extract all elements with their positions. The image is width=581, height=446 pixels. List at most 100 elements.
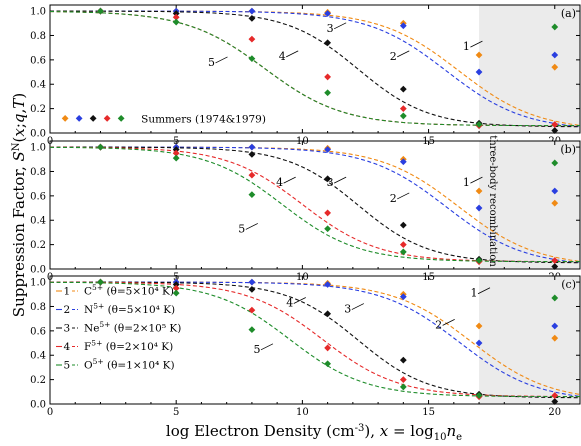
curve-label-4: 4 [286,296,293,309]
legend-entry-2: 2 N5+ (θ=5×10⁴ K) [56,302,175,317]
legend-entry-4: 4 F5+ (θ=2×10⁴ K) [56,339,173,353]
data-point-F5+ [399,105,407,113]
y-tick-label: 0.2 [30,104,46,115]
data-point-F5+ [172,13,180,21]
series-line-5 [50,281,580,398]
curve-label-2: 2 [390,50,397,63]
curve-label-leader [470,176,483,184]
data-point-F5+ [324,73,332,81]
data-point-F5+ [248,306,256,314]
series-line-5 [49,146,580,263]
data-point-O5+ [551,159,559,167]
data-point-F5+ [248,35,256,43]
data-point-F5+ [172,284,180,292]
y-tick-label: 0.6 [30,191,46,202]
curve-label-leader [333,22,347,30]
data-point-F5+ [172,149,180,157]
y-tick-label: 0.8 [30,302,46,313]
legend-marker-Ne5+ [89,114,97,122]
y-tick-label: 0.6 [30,55,46,66]
data-point-C5+ [475,187,483,195]
data-point-N5+ [399,158,407,166]
data-point-Ne5+ [324,310,332,318]
curve-label-leader [215,56,228,64]
panel-0: 051015200.00.20.40.60.81.0(a)12345Summer… [30,4,581,147]
data-point-N5+ [475,68,483,76]
data-point-N5+ [475,339,483,347]
shaded-region [479,141,580,269]
data-point-O5+ [475,121,483,128]
curve-label-leader [470,40,483,48]
curve-label-leader [260,343,274,351]
shade-label: three-body recombination [487,135,498,267]
y-tick-label: 0.8 [30,167,46,178]
data-point-O5+ [399,112,407,120]
curve-label-4: 4 [279,50,286,63]
data-point-N5+ [248,278,256,286]
x-axis-label: log Electron Density (cm-3), x = log10ne [166,422,462,443]
data-point-N5+ [551,51,559,59]
legend-marker-F5+ [103,114,111,122]
x-tick-label: 0 [47,407,53,418]
data-point-O5+ [248,191,256,199]
data-point-Ne5+ [399,85,407,93]
data-point-F5+ [551,121,559,128]
curve-label-2: 2 [390,192,397,205]
legend-ion: Ne5+ (θ=2×10⁵ K) [84,320,181,335]
curve-label-leader [477,287,491,295]
data-point-Ne5+ [324,39,332,47]
data-point-F5+ [399,376,407,384]
data-point-Ne5+ [324,175,332,183]
data-point-Ne5+ [172,146,180,153]
y-tick-label: 1.0 [30,7,46,18]
data-point-O5+ [551,23,559,31]
y-tick-label: 1.0 [30,278,46,289]
curve-label-2: 2 [435,318,442,331]
data-point-C5+ [551,63,559,71]
panel-label: (b) [560,143,576,156]
legend-number: 3 [64,323,71,335]
curve-label-3: 3 [327,22,334,35]
data-point-Ne5+ [248,151,256,158]
curve-label-3: 3 [344,303,351,316]
x-tick-label: 20 [548,407,561,418]
y-tick-label: 0.4 [30,80,46,91]
legend-ion: N5+ (θ=5×10⁴ K) [84,302,175,317]
legend-label: Summers (1974&1979) [141,113,266,125]
data-point-O5+ [172,154,180,162]
data-point-N5+ [551,187,559,195]
curve-label-leader [283,176,296,184]
data-point-O5+ [399,248,407,256]
legend-number: 1 [64,286,71,298]
data-point-C5+ [551,199,559,207]
legend-number: 2 [64,304,71,316]
data-point-Ne5+ [551,398,559,405]
legend-number: 4 [64,341,71,353]
curve-label-1: 1 [471,287,478,300]
y-tick-label: 0.0 [30,265,46,276]
series-line-4 [50,281,581,398]
plot-frame [49,4,581,134]
data-point-C5+ [475,51,483,59]
data-point-Ne5+ [248,286,256,293]
curve-label-leader [442,319,455,326]
legend-ion: O5+ (θ=1×10⁴ K) [84,357,175,372]
data-point-O5+ [324,225,332,233]
x-tick-label: 10 [296,407,309,418]
legend-entry-5: 5 O5+ (θ=1×10⁴ K) [56,357,175,372]
data-point-N5+ [475,204,483,212]
plot-frame [49,140,581,270]
data-point-N5+ [248,7,256,15]
legend-ion: C5+ (θ=5×10⁴ K) [84,283,174,298]
data-point-O5+ [551,294,559,302]
data-point-N5+ [551,322,559,330]
legend-entry-3: 3 Ne5+ (θ=2×10⁵ K) [56,320,181,335]
x-tick-label: 5 [173,407,179,418]
curve-label-leader [351,303,364,310]
y-tick-label: 0.8 [30,31,46,42]
x-tick-label: 15 [422,407,435,418]
data-point-Ne5+ [172,10,180,17]
data-point-O5+ [399,383,407,391]
panel-1: three-body recombination051015200.00.20.… [30,135,581,283]
